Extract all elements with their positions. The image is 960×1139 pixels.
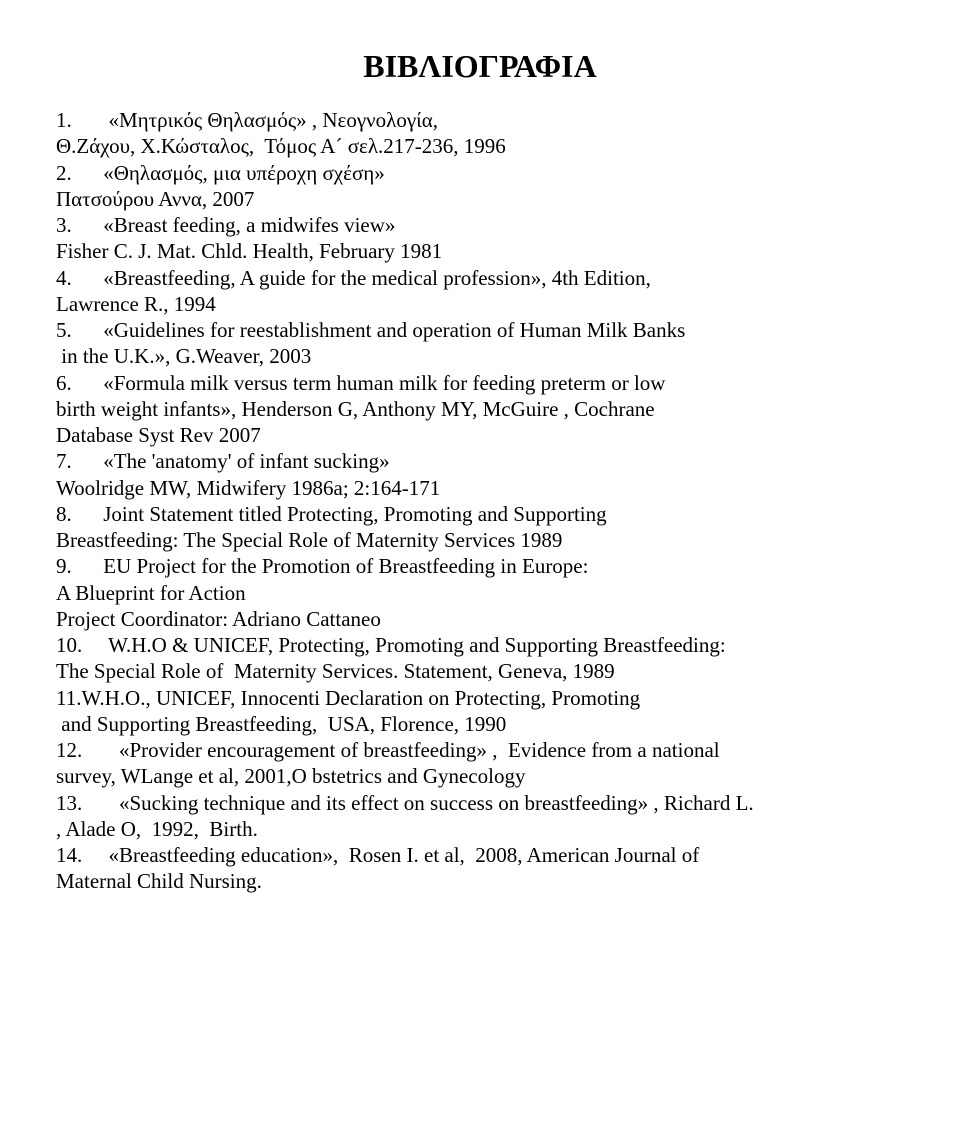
bibliography-entry: 4. «Breastfeeding, A guide for the medic… (56, 265, 904, 318)
bibliography-entry: 8. Joint Statement titled Protecting, Pr… (56, 501, 904, 554)
bibliography-entry: 10. W.H.O & UNICEF, Protecting, Promotin… (56, 632, 904, 685)
bibliography-entry: 2. «Θηλασμός, μια υπέροχη σχέση» Πατσούρ… (56, 160, 904, 213)
bibliography-entry: 7. «The 'anatomy' of infant sucking» Woo… (56, 448, 904, 501)
bibliography-entry: 3. «Breast feeding, a midwifes view» Fis… (56, 212, 904, 265)
bibliography-entry: 9. EU Project for the Promotion of Breas… (56, 553, 904, 632)
bibliography-entry: 12. «Provider encouragement of breastfee… (56, 737, 904, 790)
bibliography-entry: 1. «Μητρικός Θηλασμός» , Νεογνολογία, Θ.… (56, 107, 904, 160)
bibliography-entry: 14. «Breastfeeding education», Rosen I. … (56, 842, 904, 895)
bibliography-entry: 13. «Sucking technique and its effect on… (56, 790, 904, 843)
page-title: ΒΙΒΛΙΟΓΡΑΦΙΑ (56, 48, 904, 85)
bibliography-entry: 11.W.H.O., UNICEF, Innocenti Declaration… (56, 685, 904, 738)
bibliography-list: 1. «Μητρικός Θηλασμός» , Νεογνολογία, Θ.… (56, 107, 904, 895)
bibliography-entry: 5. «Guidelines for reestablishment and o… (56, 317, 904, 370)
bibliography-entry: 6. «Formula milk versus term human milk … (56, 370, 904, 449)
